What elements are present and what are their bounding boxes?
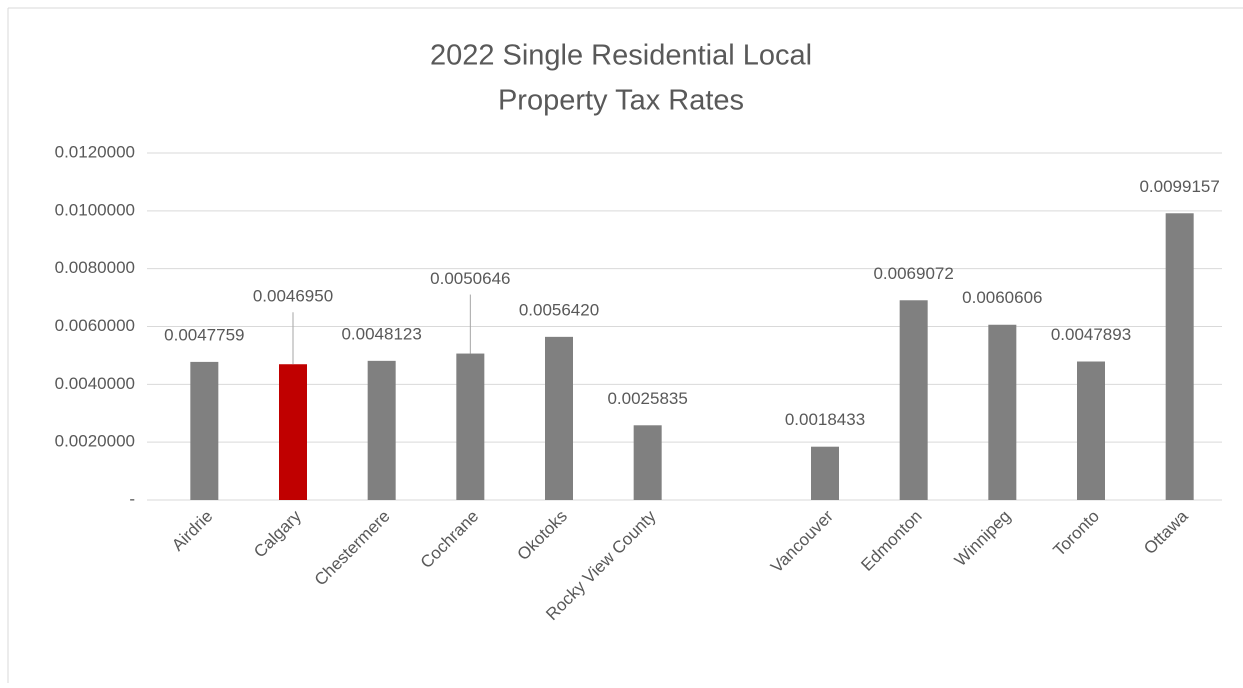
chart-title: Property Tax Rates bbox=[498, 85, 744, 117]
bar bbox=[545, 336, 573, 500]
x-tick-label: Okotoks bbox=[513, 507, 571, 565]
data-label: 0.0018433 bbox=[785, 410, 865, 429]
bar bbox=[456, 353, 485, 500]
bar bbox=[988, 324, 1017, 500]
data-label: 0.0050646 bbox=[430, 269, 510, 288]
y-tick-label: 0.0020000 bbox=[55, 432, 135, 451]
x-tick-label: Cochrane bbox=[417, 507, 483, 573]
y-tick-label: 0.0100000 bbox=[55, 200, 135, 219]
data-label: 0.0048123 bbox=[341, 324, 421, 343]
y-tick-label: 0.0080000 bbox=[55, 258, 135, 277]
y-tick-label: 0.0120000 bbox=[55, 142, 135, 161]
y-tick-label: 0.0060000 bbox=[55, 316, 135, 335]
bar bbox=[899, 300, 928, 500]
x-tick-label: Airdrie bbox=[168, 507, 216, 555]
data-label: 0.0047759 bbox=[164, 325, 244, 344]
bar bbox=[367, 360, 396, 500]
data-label: 0.0047893 bbox=[1051, 325, 1131, 344]
bar bbox=[279, 364, 307, 500]
data-label: 0.0056420 bbox=[519, 300, 599, 319]
bar bbox=[1165, 213, 1194, 501]
data-label: 0.0069072 bbox=[873, 264, 953, 283]
y-tick-label: 0.0040000 bbox=[55, 374, 135, 393]
x-tick-label: Ottawa bbox=[1140, 506, 1192, 558]
y-tick-label: - bbox=[129, 489, 135, 508]
data-label: 0.0025835 bbox=[607, 389, 687, 408]
x-tick-label: Vancouver bbox=[767, 506, 837, 576]
bar bbox=[190, 361, 219, 500]
x-tick-label: Winnipeg bbox=[951, 507, 1015, 571]
data-label: 0.0099157 bbox=[1139, 177, 1219, 196]
x-tick-label: Calgary bbox=[250, 506, 305, 561]
x-tick-label: Toronto bbox=[1049, 507, 1103, 561]
bar bbox=[811, 446, 839, 500]
chart-title: 2022 Single Residential Local bbox=[430, 40, 812, 72]
x-tick-label: Chestermere bbox=[311, 507, 394, 590]
x-tick-label: Edmonton bbox=[857, 507, 925, 575]
data-label: 0.0046950 bbox=[253, 287, 333, 306]
bar bbox=[633, 425, 662, 500]
data-label: 0.0060606 bbox=[962, 288, 1042, 307]
bar bbox=[1077, 361, 1105, 500]
